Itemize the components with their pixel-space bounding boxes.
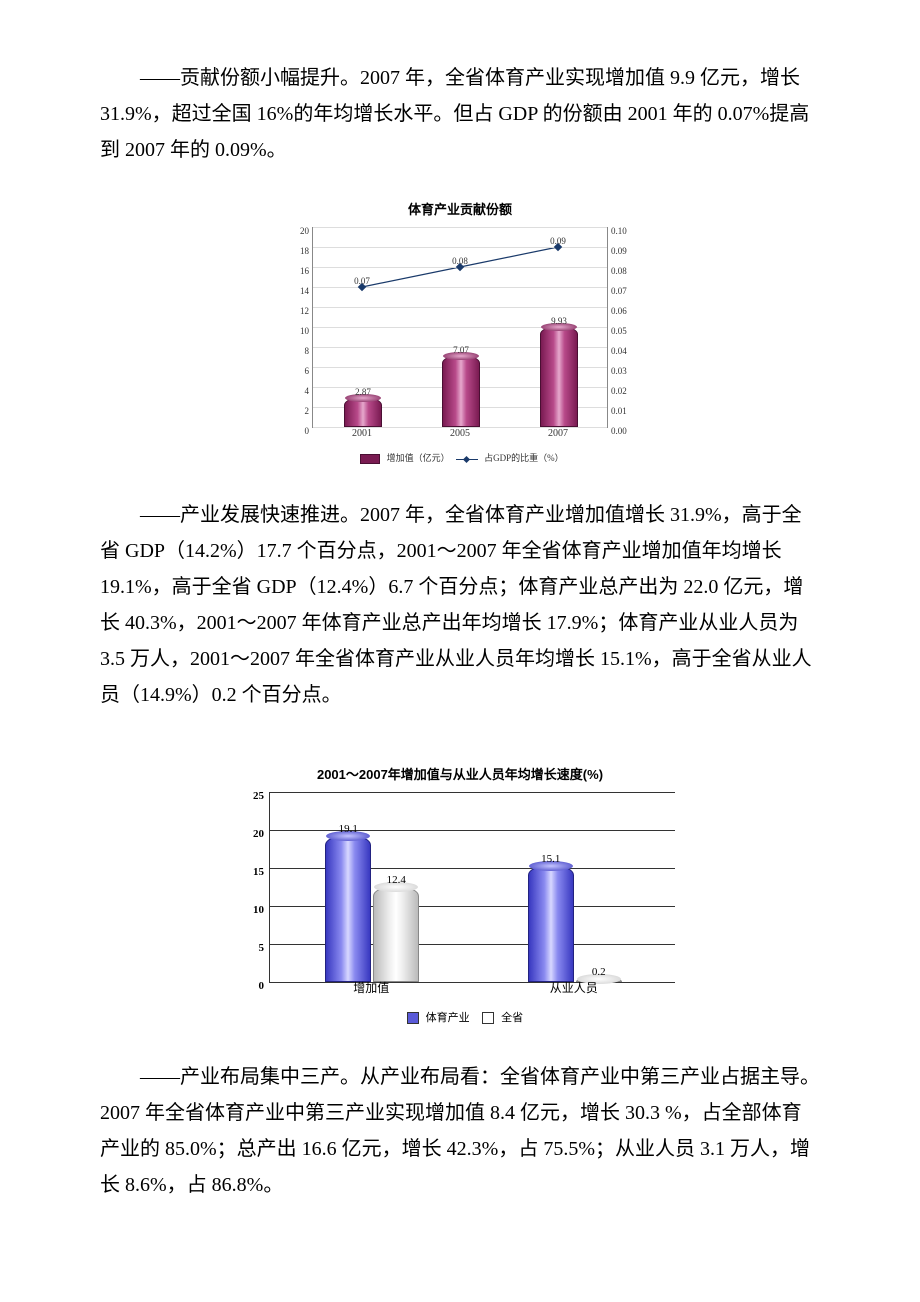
chart1-ylabel-left: 12 <box>289 303 309 319</box>
chart1-ylabel-left: 2 <box>289 403 309 419</box>
chart1-legend: 增加值（亿元） 占GDP的比重（%） <box>280 450 640 466</box>
chart1-ylabel-right: 0.06 <box>611 303 639 319</box>
chart1-line-value: 0.08 <box>452 253 468 269</box>
chart2-ylabel: 0 <box>242 977 264 997</box>
chart1-ylabel-right: 0.01 <box>611 403 639 419</box>
paragraph-1: ——贡献份额小幅提升。2007 年，全省体育产业实现增加值 9.9 亿元，增长 … <box>100 60 820 168</box>
chart1-plot: 00.0020.0140.0260.0380.04100.05120.06140… <box>312 227 608 428</box>
chart2-title: 2001～2007年增加值与从业人员年均增长速度(%) <box>235 763 685 786</box>
legend-swatch-province <box>482 1012 494 1024</box>
chart1-ylabel-right: 0.04 <box>611 343 639 359</box>
chart1-ylabel-right: 0.05 <box>611 323 639 339</box>
paragraph-2: ——产业发展快速推进。2007 年，全省体育产业增加值增长 31.9%，高于全省… <box>100 497 820 713</box>
legend-label-province: 全省 <box>501 1012 523 1024</box>
chart1-ylabel-right: 0.03 <box>611 363 639 379</box>
chart1-ylabel-right: 0.02 <box>611 383 639 399</box>
chart2-ylabel: 25 <box>242 787 264 807</box>
chart1-ylabel-right: 0.09 <box>611 243 639 259</box>
paragraph-3: ——产业布局集中三产。从产业布局看：全省体育产业中第三产业占据主导。2007 年… <box>100 1059 820 1203</box>
chart2-bar: 15.1 <box>528 865 574 982</box>
legend-swatch-line <box>456 459 478 460</box>
chart1-ylabel-right: 0.10 <box>611 223 639 239</box>
chart1-ylabel-left: 8 <box>289 343 309 359</box>
chart1-ylabel-left: 14 <box>289 283 309 299</box>
chart1-ylabel-left: 18 <box>289 243 309 259</box>
chart1-bar: 7.07 <box>442 355 480 428</box>
chart1-xlabel: 2005 <box>435 425 485 443</box>
chart2-ylabel: 5 <box>242 939 264 959</box>
chart1-ylabel-left: 4 <box>289 383 309 399</box>
chart1-ylabel-left: 0 <box>289 423 309 439</box>
chart2-gridline: 25 <box>270 792 675 793</box>
legend-swatch-bar <box>360 454 380 464</box>
chart1-ylabel-left: 16 <box>289 263 309 279</box>
chart-growth-rate: 2001～2007年增加值与从业人员年均增长速度(%) 0 5 10 15 20 25 19… <box>100 763 820 1029</box>
chart2-legend: 体育产业 全省 <box>235 1009 685 1029</box>
legend-label-bar: 增加值（亿元） <box>387 453 450 463</box>
chart1-bar: 2.87 <box>344 397 382 428</box>
chart1-ylabel-left: 6 <box>289 363 309 379</box>
chart1-ylabel-right: 0.07 <box>611 283 639 299</box>
chart2-ylabel: 10 <box>242 901 264 921</box>
chart1-bar-value: 2.87 <box>345 384 381 400</box>
chart1-bar: 9.93 <box>540 326 578 427</box>
chart1-line-value: 0.09 <box>550 233 566 249</box>
chart2-bar: 19.1 <box>325 835 371 982</box>
chart2-bar-value: 19.1 <box>326 820 370 840</box>
chart2-plot: 051015202519.112.4增加值15.10.2从业人员 <box>269 792 675 983</box>
chart1-ylabel-right: 0.00 <box>611 423 639 439</box>
legend-label-line: 占GDP的比重（%） <box>484 453 564 463</box>
chart1-title: 体育产业贡献份额 <box>280 198 640 221</box>
chart1-xlabel: 2007 <box>533 425 583 443</box>
chart1-bar-value: 7.07 <box>443 342 479 358</box>
chart1-gridline: 120.06 <box>313 307 607 308</box>
chart2-bar-value: 15.1 <box>529 850 573 870</box>
chart-contribution-share: 体育产业贡献份额 00.0020.0140.0260.0380.04100.05… <box>100 198 820 467</box>
chart2-ylabel: 20 <box>242 825 264 845</box>
chart1-bar-value: 9.93 <box>541 313 577 329</box>
chart2-bar: 12.4 <box>373 886 419 982</box>
chart2-xlabel: 增加值 <box>321 978 421 1000</box>
chart1-ylabel-right: 0.08 <box>611 263 639 279</box>
legend-label-sports: 体育产业 <box>426 1012 470 1024</box>
chart1-ylabel-left: 20 <box>289 223 309 239</box>
chart2-xlabel: 从业人员 <box>524 978 624 1000</box>
chart1-xlabel: 2001 <box>337 425 387 443</box>
chart2-ylabel: 15 <box>242 863 264 883</box>
chart1-gridline: 200.10 <box>313 227 607 228</box>
chart1-line-value: 0.07 <box>354 273 370 289</box>
legend-swatch-sports <box>407 1012 419 1024</box>
chart1-ylabel-left: 10 <box>289 323 309 339</box>
chart2-bar-value: 12.4 <box>374 871 418 891</box>
